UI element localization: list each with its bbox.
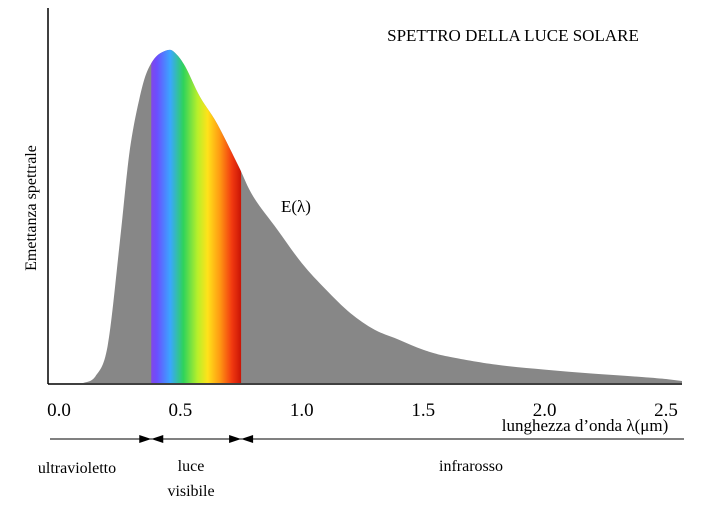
- x-tick-label: 0.5: [169, 400, 193, 421]
- region-label-ultraviolet: ultravioletto: [38, 460, 116, 477]
- y-axis-label: Emettanza spettrale: [23, 145, 40, 271]
- x-tick-label: 1.0: [290, 400, 314, 421]
- region-boundary-marker: [139, 435, 164, 443]
- region-boundary-marker: [229, 435, 254, 443]
- curve-label: E(λ): [281, 197, 311, 216]
- x-tick-label: 1.5: [411, 400, 435, 421]
- chart-title: SPETTRO DELLA LUCE SOLARE: [387, 26, 639, 45]
- region-label-visible-line2: visibile: [167, 483, 214, 500]
- region-label-infrared: infrarosso: [439, 458, 503, 475]
- x-tick-label: 0.0: [47, 400, 71, 421]
- region-label-visible-line1: luce: [178, 458, 205, 475]
- x-tick-label: 2.0: [533, 400, 557, 421]
- x-axis-label: lunghezza d’onda λ(μm): [502, 416, 669, 435]
- x-tick-label: 2.5: [654, 400, 678, 421]
- region-boundary-arrows: [50, 435, 684, 443]
- visible-light-band: [151, 49, 242, 383]
